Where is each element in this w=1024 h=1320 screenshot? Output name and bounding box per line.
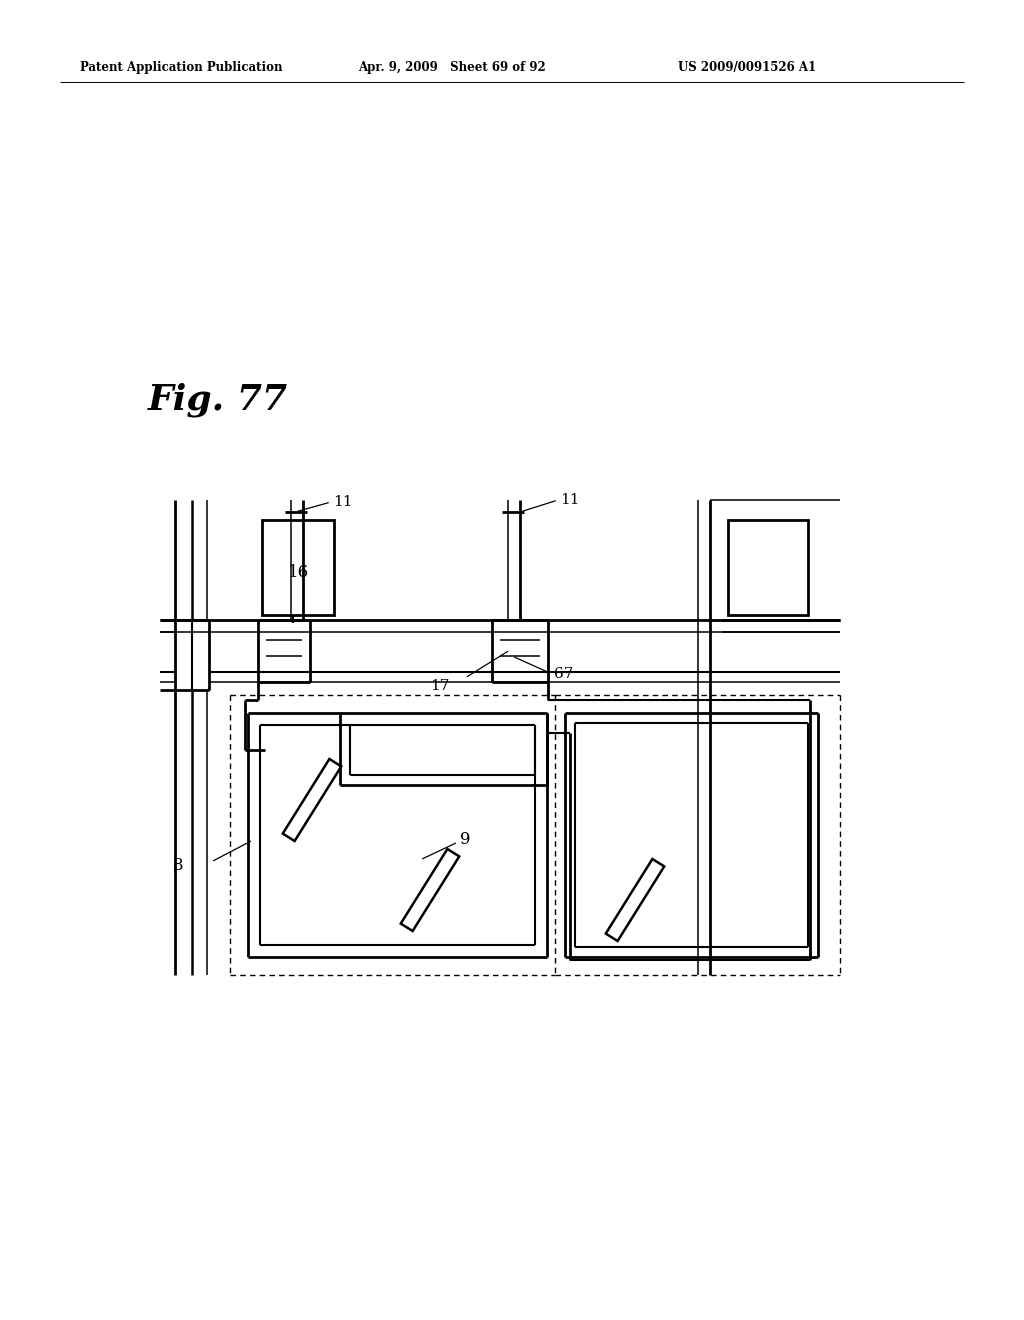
Text: 11: 11 — [560, 492, 580, 507]
Text: 8: 8 — [173, 857, 183, 874]
Polygon shape — [283, 759, 341, 841]
Bar — [728, 520, 808, 615]
Text: Patent Application Publication: Patent Application Publication — [80, 62, 283, 74]
Text: 67: 67 — [554, 667, 573, 681]
Text: 16: 16 — [288, 564, 308, 581]
Text: 9: 9 — [460, 832, 470, 849]
Polygon shape — [400, 849, 459, 931]
Bar — [262, 520, 334, 615]
Text: 11: 11 — [333, 495, 352, 510]
Polygon shape — [606, 859, 665, 941]
Text: 17: 17 — [430, 678, 450, 693]
Text: Apr. 9, 2009   Sheet 69 of 92: Apr. 9, 2009 Sheet 69 of 92 — [358, 62, 546, 74]
Text: Fig. 77: Fig. 77 — [148, 383, 288, 417]
Text: US 2009/0091526 A1: US 2009/0091526 A1 — [678, 62, 816, 74]
